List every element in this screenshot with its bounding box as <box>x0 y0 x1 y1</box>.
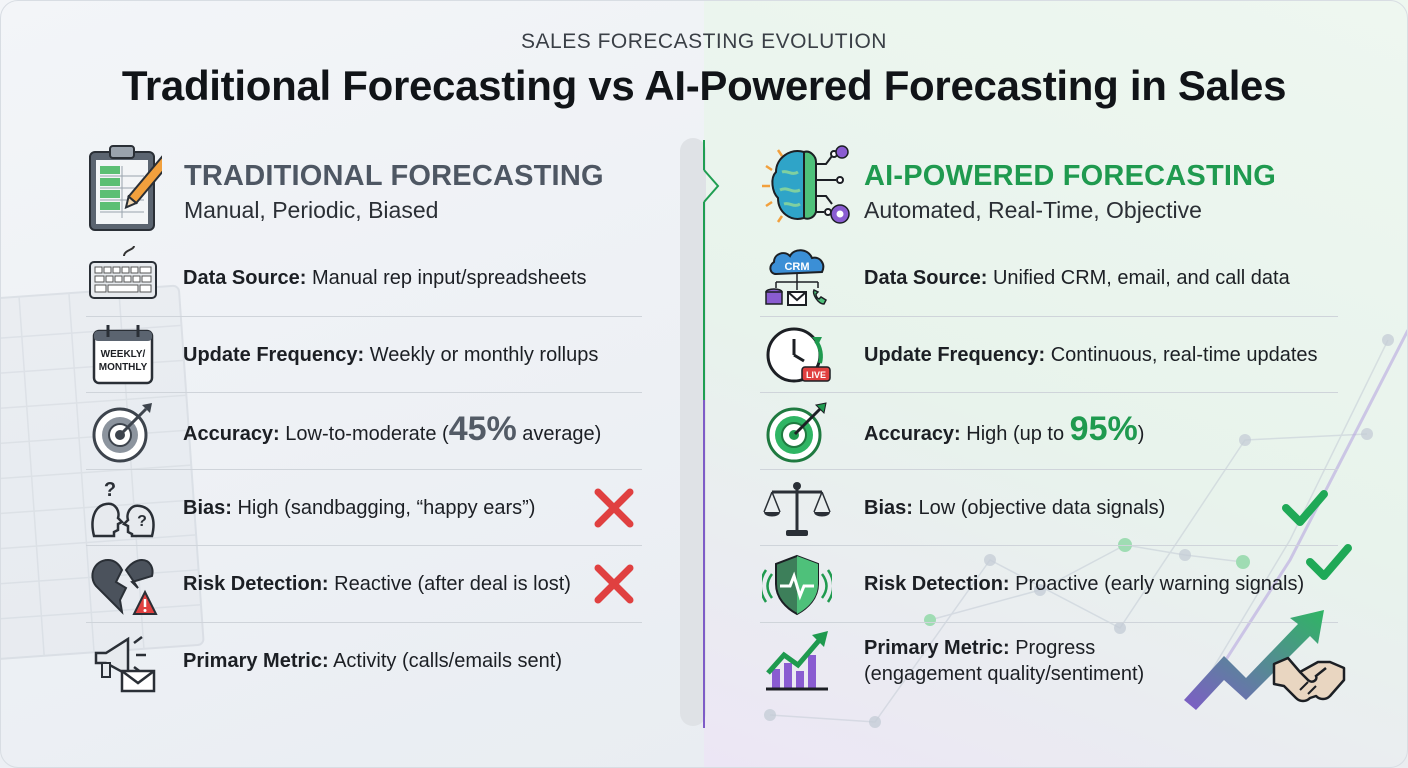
trend-arrow-icon <box>1184 610 1324 710</box>
ai-row-data-source: CRM Data Source: Unified CRM, email, and… <box>760 240 1338 317</box>
page-title: Traditional Forecasting vs AI-Powered Fo… <box>121 62 1287 109</box>
row-label: Accuracy: <box>864 422 961 445</box>
row-label: Risk Detection: <box>183 573 329 595</box>
row-value: High (sandbagging, “happy ears”) <box>237 496 536 519</box>
row-label: Bias: <box>183 496 232 519</box>
target-icon <box>92 403 152 463</box>
row-label: Data Source: <box>864 267 988 289</box>
row-value-post: average) <box>516 422 602 445</box>
traditional-title: TRADITIONAL FORECASTING <box>184 160 604 192</box>
broken-heart-warning-icon <box>91 558 158 615</box>
traditional-row-bias: ? ? Bias: High (sandbagging, “happy ears… <box>86 470 642 546</box>
traditional-row-primary-metric: Primary Metric: Activity (calls/emails s… <box>86 623 642 700</box>
row-value-pre: Low-to-moderate ( <box>285 422 449 445</box>
ai-row-risk-detection: Risk Detection: Proactive (early warning… <box>760 544 1352 623</box>
crm-cloud-icon: CRM <box>765 249 827 306</box>
ai-row-accuracy: Accuracy: High (up to 95%) <box>760 393 1338 470</box>
target-icon <box>766 402 827 463</box>
row-label: Update Frequency: <box>183 343 365 366</box>
header: SALES FORECASTING EVOLUTION Traditional … <box>0 30 1408 110</box>
crm-label: CRM <box>784 261 809 273</box>
kicker: SALES FORECASTING EVOLUTION <box>521 30 887 53</box>
row-value: Progress <box>1015 636 1096 659</box>
traditional-header: TRADITIONAL FORECASTING Manual, Periodic… <box>86 140 646 240</box>
row-value: Proactive (early warning signals) <box>1015 573 1305 595</box>
traditional-background <box>0 0 704 768</box>
traditional-row-data-source: Data Source: Manual rep input/spreadshee… <box>86 240 642 317</box>
cross-icon <box>594 564 634 604</box>
ai-column: AI-POWERED FORECASTING Automated, Real-T… <box>760 140 1352 700</box>
row-value: Unified CRM, email, and call data <box>992 267 1290 289</box>
megaphone-email-icon <box>94 635 156 692</box>
ai-header: AI-POWERED FORECASTING Automated, Real-T… <box>760 140 1340 240</box>
row-value: Continuous, real-time updates <box>1050 343 1318 366</box>
handshake-icon <box>1272 656 1346 703</box>
live-clock-icon: LIVE <box>766 327 831 382</box>
calendar-text-1: WEEKLY/ <box>101 349 146 360</box>
calendar-icon: WEEKLY/ MONTHLY <box>92 324 154 384</box>
balance-scale-icon <box>763 481 831 536</box>
row-label: Update Frequency: <box>864 343 1046 366</box>
traditional-subtitle: Manual, Periodic, Biased <box>184 197 439 223</box>
row-value-post: ) <box>1137 422 1145 445</box>
accuracy-highlight: 95% <box>1069 409 1138 448</box>
row-label: Accuracy: <box>183 422 280 445</box>
row-label: Primary Metric: <box>183 649 329 672</box>
shield-pulse-icon <box>762 554 832 616</box>
row-value: Manual rep input/spreadsheets <box>311 267 587 289</box>
ai-title: AI-POWERED FORECASTING <box>864 160 1277 192</box>
center-divider <box>680 138 706 726</box>
traditional-column: TRADITIONAL FORECASTING Manual, Periodic… <box>86 140 646 699</box>
ai-row-primary-metric: Primary Metric: Progress (engagement qual… <box>760 623 1338 700</box>
traditional-row-accuracy: Accuracy: Low-to-moderate (45% average) <box>86 393 642 470</box>
ai-row-update-frequency: LIVE Update Frequency: Continuous, real-… <box>760 317 1338 393</box>
svg-text:?: ? <box>137 513 147 530</box>
ai-brain-circuit-icon <box>762 145 850 224</box>
traditional-row-update-frequency: WEEKLY/ MONTHLY Update Frequency: Weekly… <box>86 317 642 393</box>
cross-icon <box>594 488 634 527</box>
row-value: Reactive (after deal is lost) <box>334 573 571 595</box>
row-label: Bias: <box>864 496 913 519</box>
row-value-pre: High (up to <box>966 422 1070 445</box>
check-icon <box>1306 544 1352 580</box>
ai-row-bias: Bias: Low (objective data signals) <box>760 470 1338 546</box>
svg-text:?: ? <box>104 479 116 501</box>
keyboard-icon <box>89 246 157 299</box>
row-value-line2: (engagement quality/sentiment) <box>864 662 1145 685</box>
confused-heads-icon: ? ? <box>91 479 155 537</box>
growth-chart-icon <box>766 630 828 690</box>
row-value: Activity (calls/emails sent) <box>333 649 563 672</box>
calendar-text-2: MONTHLY <box>99 362 148 373</box>
accuracy-highlight: 45% <box>448 409 517 448</box>
check-icon <box>1282 489 1328 526</box>
row-label: Risk Detection: <box>864 573 1010 595</box>
live-label: LIVE <box>806 370 826 380</box>
divider-chevron <box>703 140 720 728</box>
ai-subtitle: Automated, Real-Time, Objective <box>864 197 1202 223</box>
row-label: Data Source: <box>183 267 307 289</box>
clipboard-spreadsheet-icon <box>89 145 162 231</box>
row-value: Weekly or monthly rollups <box>369 343 599 366</box>
traditional-row-risk-detection: Risk Detection: Reactive (after deal is … <box>86 546 642 623</box>
row-value: Low (objective data signals) <box>918 496 1166 519</box>
row-label: Primary Metric: <box>864 636 1010 659</box>
